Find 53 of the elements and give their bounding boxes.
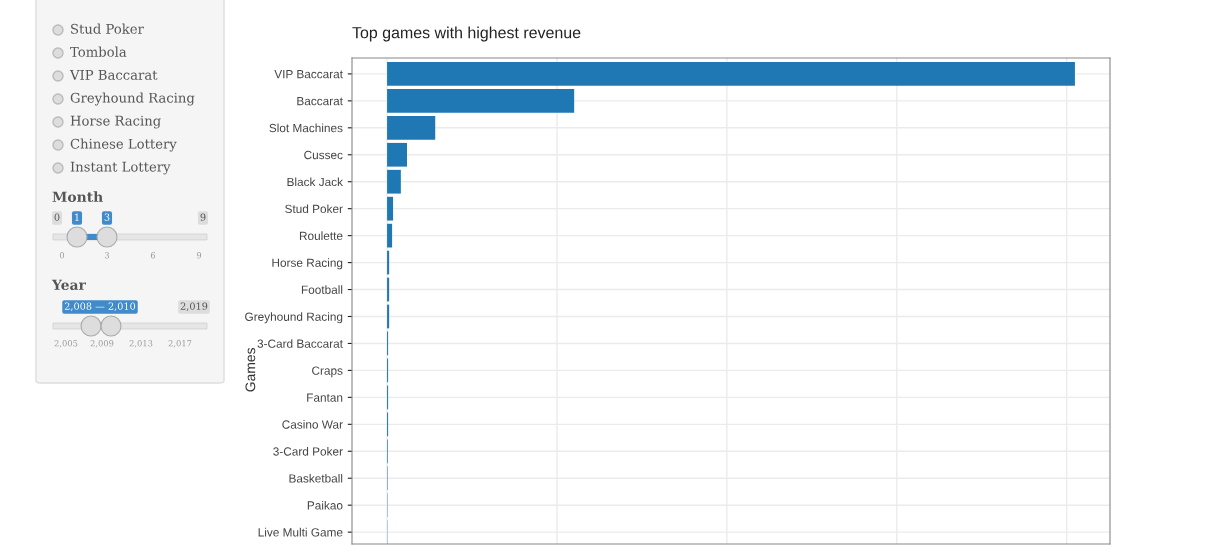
bar <box>387 196 394 221</box>
bar <box>387 223 393 248</box>
y-tick-label: Live Multi Game <box>258 527 343 537</box>
text: 0 <box>54 213 60 221</box>
y-tick-label: Horse Racing <box>272 258 343 270</box>
bar <box>387 169 401 194</box>
text: Instant Lottery <box>70 161 171 175</box>
text: 3 <box>104 213 110 221</box>
y-tick-label: Fantan <box>307 393 343 402</box>
text: VIP Baccarat <box>69 70 158 80</box>
text: Greyhound Racing <box>70 92 195 106</box>
bar <box>387 304 390 329</box>
text: 9 <box>196 252 202 259</box>
text: Year <box>51 279 86 291</box>
chart-title: Top games with highest revenue <box>352 26 581 42</box>
y-tick-label: Paikao <box>307 500 343 510</box>
y-tick-label: Slot Machines <box>269 123 343 133</box>
text: 0 <box>59 252 65 259</box>
bar <box>387 115 436 140</box>
y-tick-label: Craps <box>312 366 343 378</box>
y-tick-label: Stud Poker <box>285 204 343 214</box>
text: 2,005 <box>54 340 78 348</box>
y-tick-label: Roulette <box>299 231 343 241</box>
text: Horse Racing <box>70 115 161 129</box>
text: Tombola <box>70 46 127 57</box>
y-tick-label: Black Jack <box>287 177 343 187</box>
y-tick-label: 3-Card Poker <box>273 447 343 456</box>
y-tick-label: Baccarat <box>297 97 343 106</box>
y-tick-label: Cussec <box>304 150 343 160</box>
y-tick-label: Greyhound Racing <box>245 312 343 324</box>
text: 1 <box>75 213 79 221</box>
text: Chinese Lottery <box>70 138 177 152</box>
bar <box>387 277 390 302</box>
y-tick-label: 3-Card Baccarat <box>257 339 343 348</box>
text: 2,019 <box>180 302 208 312</box>
text: Stud Poker <box>71 23 144 34</box>
bar <box>387 89 575 113</box>
y-tick-label: Basketball <box>289 473 343 483</box>
text: 6 <box>150 252 156 259</box>
text: 2,013 <box>129 340 153 348</box>
y-tick-label: VIP Baccarat <box>274 70 343 79</box>
y-tick-label: Casino War <box>282 420 343 429</box>
bar <box>387 250 390 275</box>
y-tick-label: Football <box>301 285 343 294</box>
text: 2,009 <box>90 340 114 348</box>
y-axis-title: Games <box>245 347 256 392</box>
text: 3 <box>104 252 110 259</box>
bar <box>387 142 408 167</box>
text: 9 <box>200 213 206 221</box>
bar <box>387 62 1075 86</box>
text: 2,017 <box>168 340 192 348</box>
text: Month <box>52 191 103 203</box>
text: 2,008 — 2,010 <box>64 302 136 312</box>
